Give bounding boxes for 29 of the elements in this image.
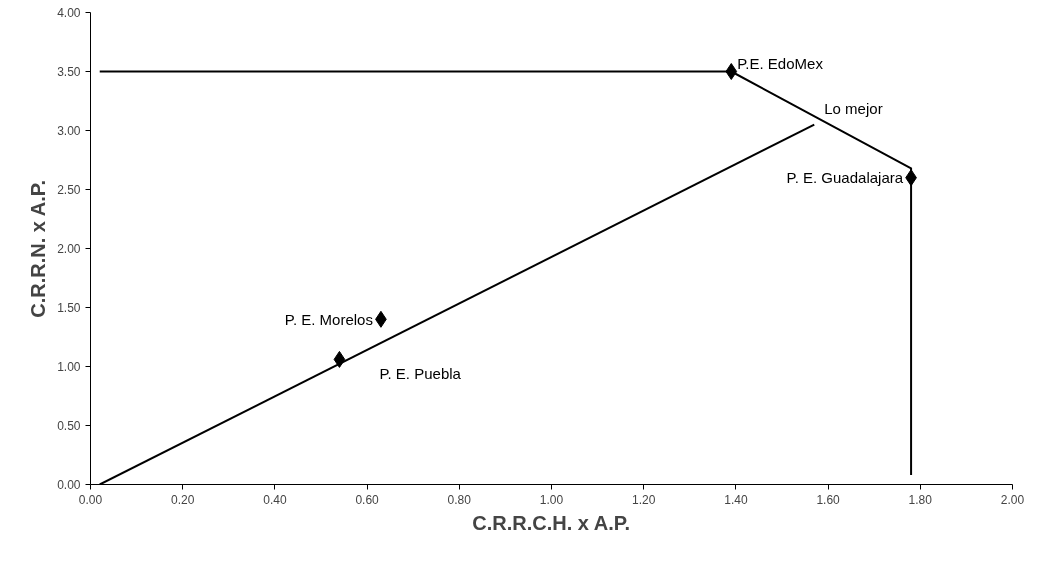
x-tick-label: 1.20 [632,492,656,507]
y-tick-label: 3.50 [57,65,81,79]
y-tick-label: 3.00 [57,124,81,138]
x-tick-label: 0.80 [447,492,472,507]
y-tick-label: 0.00 [57,478,81,492]
x-tick-label: 0.00 [78,492,103,507]
y-axis-title: C.R.R.N. x A.P. [27,179,50,318]
x-tick-label: 2.00 [1000,492,1025,507]
x-axis-title: C.R.R.C.H. x A.P. [472,511,631,534]
annotation: P. E. Guadalajara [786,169,904,187]
x-tick-label: 1.00 [539,492,564,507]
x-tick-label: 0.20 [171,492,195,507]
y-tick-label: 2.50 [57,183,81,197]
y-tick-label: 0.50 [57,419,81,433]
annotation: P.E. EdoMex [737,54,824,72]
x-tick-label: 1.40 [724,492,748,507]
annotation: Lo mejor [824,99,883,117]
y-tick-label: 1.50 [57,301,81,315]
x-tick-label: 0.40 [263,492,287,507]
y-tick-label: 2.00 [57,242,81,256]
y-tick-label: 4.00 [57,6,81,20]
annotation: P. E. Puebla [379,364,462,382]
x-tick-label: 1.80 [908,492,933,507]
x-tick-label: 0.60 [355,492,380,507]
annotation: P. E. Morelos [284,310,373,328]
y-tick-label: 1.00 [57,360,81,374]
x-tick-label: 1.60 [816,492,841,507]
point [333,350,346,368]
point [725,63,738,80]
